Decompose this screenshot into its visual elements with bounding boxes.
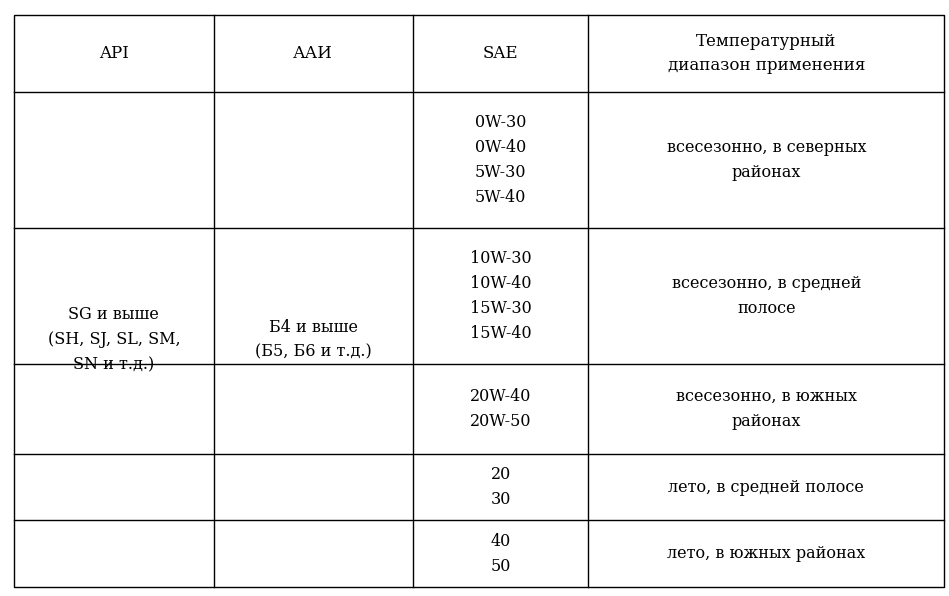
Text: Б4 и выше
(Б5, Б6 и т.д.): Б4 и выше (Б5, Б6 и т.д.) — [254, 319, 372, 361]
Text: SG и выше
(SH, SJ, SL, SM,
SN и т.д.): SG и выше (SH, SJ, SL, SM, SN и т.д.) — [47, 306, 180, 373]
Text: API: API — [99, 45, 129, 62]
Text: 20W-40
20W-50: 20W-40 20W-50 — [470, 388, 531, 430]
Text: SAE: SAE — [483, 45, 518, 62]
Text: 40
50: 40 50 — [491, 533, 511, 575]
Text: 20
30: 20 30 — [491, 466, 511, 508]
Text: 10W-30
10W-40
15W-30
15W-40: 10W-30 10W-40 15W-30 15W-40 — [470, 250, 531, 342]
Text: лето, в южных районах: лето, в южных районах — [667, 545, 865, 562]
Text: ААИ: ААИ — [293, 45, 333, 62]
Text: всесезонно, в южных
районах: всесезонно, в южных районах — [676, 388, 857, 430]
Text: Температурный
диапазон применения: Температурный диапазон применения — [667, 33, 865, 74]
Text: всесезонно, в северных
районах: всесезонно, в северных районах — [666, 139, 866, 181]
Text: 0W-30
0W-40
5W-30
5W-40: 0W-30 0W-40 5W-30 5W-40 — [474, 114, 527, 206]
Text: лето, в средней полосе: лето, в средней полосе — [668, 479, 865, 496]
Text: всесезонно, в средней
полосе: всесезонно, в средней полосе — [672, 275, 861, 317]
